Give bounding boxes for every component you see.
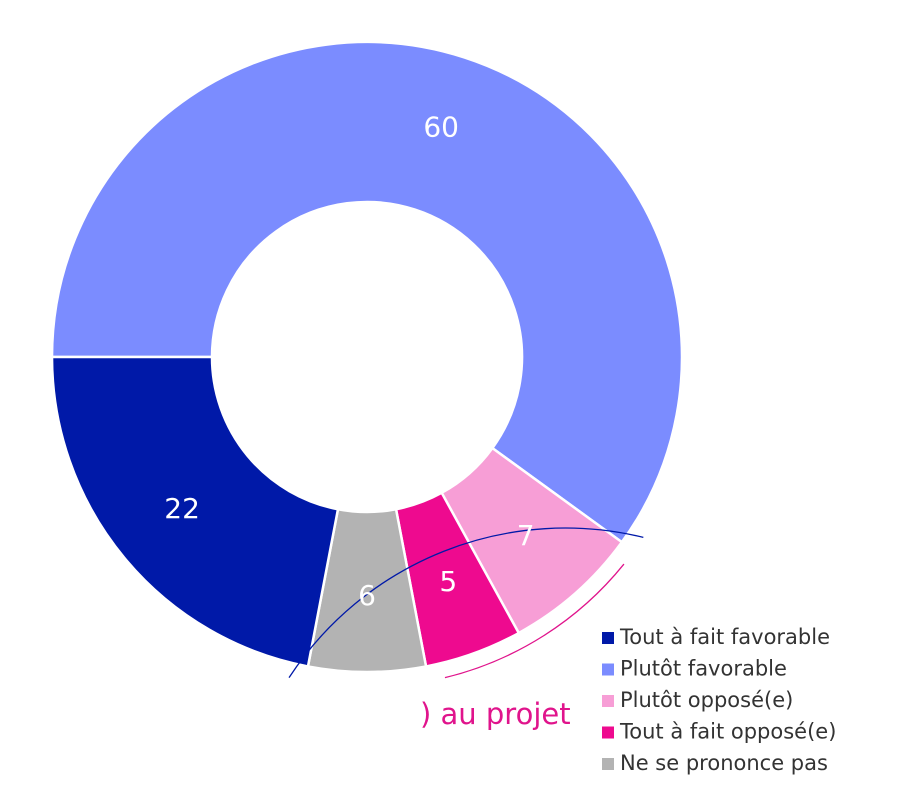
legend-label: Plutôt opposé(e): [620, 688, 793, 712]
data-label: 7: [517, 519, 535, 552]
annotation: ) au projet: [420, 697, 571, 731]
data-label: 5: [439, 565, 457, 598]
group-arc: [288, 527, 644, 679]
donut-segment: [50, 40, 684, 544]
legend-label: Plutôt favorable: [620, 657, 787, 681]
legend-label: Ne se prononce pas: [620, 751, 828, 775]
legend-swatch: [602, 758, 614, 770]
legend-swatch: [602, 632, 614, 644]
legend-label: Tout à fait opposé(e): [619, 720, 836, 744]
legend-swatch: [602, 695, 614, 707]
data-label: 6: [358, 579, 376, 612]
legend-label: Tout à fait favorable: [619, 625, 830, 649]
donut-segment: [50, 355, 340, 668]
group-arc: [444, 563, 625, 679]
data-label: 60: [423, 111, 459, 144]
legend-swatch: [602, 663, 614, 676]
legend-swatch: [602, 726, 614, 739]
data-label: 22: [164, 492, 200, 525]
